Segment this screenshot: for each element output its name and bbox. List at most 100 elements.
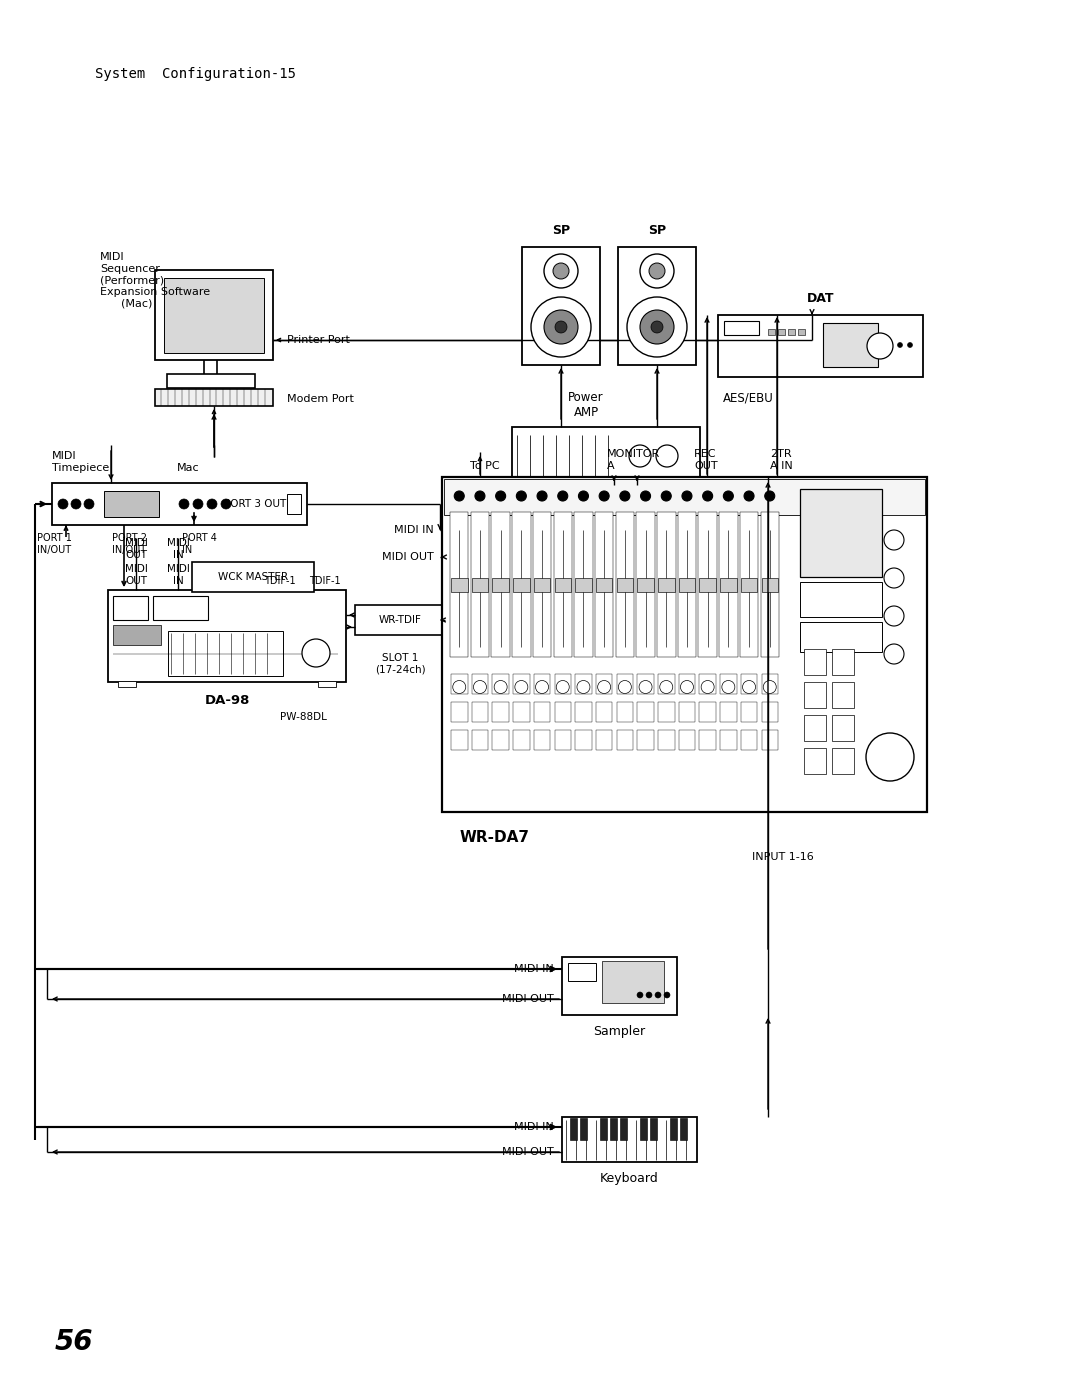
Circle shape [654,992,661,997]
Text: MIDI
OUT: MIDI OUT [124,564,148,585]
Circle shape [179,499,189,509]
Circle shape [640,490,650,502]
Circle shape [453,680,465,693]
Bar [670,1118,676,1140]
Bar [576,673,592,694]
Circle shape [620,490,630,502]
Circle shape [664,992,670,997]
Bar [554,578,571,592]
Circle shape [661,490,672,502]
Bar [804,682,826,708]
Text: MIDI IN: MIDI IN [394,525,434,535]
Bar [636,511,654,657]
Bar [761,578,778,592]
Bar [800,622,882,652]
Bar [513,673,529,694]
Text: PORT 2
IN/OUT: PORT 2 IN/OUT [112,534,147,555]
Circle shape [475,490,485,502]
Bar [534,703,551,722]
Bar [741,703,757,722]
Text: MIDI
IN: MIDI IN [166,538,189,560]
Bar [678,731,696,750]
Text: MIDI IN: MIDI IN [514,964,554,974]
Bar [658,731,675,750]
Bar [658,703,675,722]
Bar [113,624,161,645]
Bar [720,673,737,694]
Bar [657,511,675,657]
Bar [512,427,700,485]
Circle shape [577,680,590,693]
Bar [823,323,878,367]
Circle shape [221,499,231,509]
Bar [761,731,778,750]
Bar [156,270,273,360]
Circle shape [597,680,610,693]
Bar [617,578,633,592]
Bar [637,673,653,694]
Circle shape [516,490,526,502]
Bar [451,731,468,750]
Bar [168,631,283,676]
Bar [700,731,716,750]
Bar [650,1118,657,1140]
Circle shape [619,680,632,693]
Text: PW-88DL: PW-88DL [280,712,326,722]
Bar [800,583,882,617]
Bar [442,476,927,812]
Bar [287,495,301,514]
Text: AES/EBU: AES/EBU [723,391,773,404]
Circle shape [885,529,904,550]
Text: Keyboard: Keyboard [600,1172,659,1185]
Bar [616,511,634,657]
Text: PORT 1
IN/OUT: PORT 1 IN/OUT [37,534,72,555]
Bar [104,490,159,517]
Bar [720,578,737,592]
Bar [492,578,509,592]
Text: MONITOR
A: MONITOR A [607,450,660,471]
Bar [761,703,778,722]
Bar [534,731,551,750]
Text: Mac: Mac [177,462,200,474]
Bar [513,578,529,592]
Bar [576,703,592,722]
Bar [576,731,592,750]
Circle shape [455,490,464,502]
Circle shape [557,490,568,502]
Bar [113,597,148,620]
Text: MIDI OUT: MIDI OUT [502,1147,554,1157]
Text: WCK MASTER: WCK MASTER [218,571,288,583]
Bar [118,680,136,687]
Bar [318,680,336,687]
Bar [804,650,826,675]
Circle shape [681,490,692,502]
Circle shape [867,332,893,359]
Bar [513,703,529,722]
Circle shape [640,254,674,288]
Bar [570,1118,577,1140]
Bar [658,673,675,694]
Bar [534,578,551,592]
Bar [595,511,613,657]
Circle shape [656,446,678,467]
Circle shape [515,680,528,693]
Circle shape [701,680,714,693]
Text: REC
OUT: REC OUT [694,450,717,471]
Bar [617,673,633,694]
Bar [617,731,633,750]
Bar [472,673,488,694]
Text: PORT 3 OUT: PORT 3 OUT [224,499,286,509]
Circle shape [866,733,914,781]
Bar [580,1118,586,1140]
Bar [741,731,757,750]
Text: DA-98: DA-98 [204,694,249,707]
Text: Power
AMP: Power AMP [568,391,604,419]
Bar [451,703,468,722]
Bar [637,578,653,592]
Circle shape [724,490,733,502]
Circle shape [193,499,203,509]
Bar [804,715,826,740]
Bar [602,961,664,1003]
Bar [768,330,775,335]
Bar [472,703,488,722]
